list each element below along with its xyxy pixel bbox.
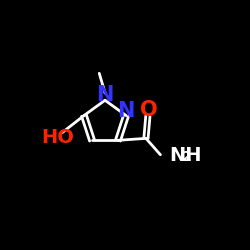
Text: 2: 2 <box>182 150 192 164</box>
Text: O: O <box>140 100 158 120</box>
Text: NH: NH <box>169 146 202 165</box>
Text: N: N <box>118 101 135 121</box>
Text: N: N <box>96 86 114 105</box>
Text: HO: HO <box>42 128 74 147</box>
